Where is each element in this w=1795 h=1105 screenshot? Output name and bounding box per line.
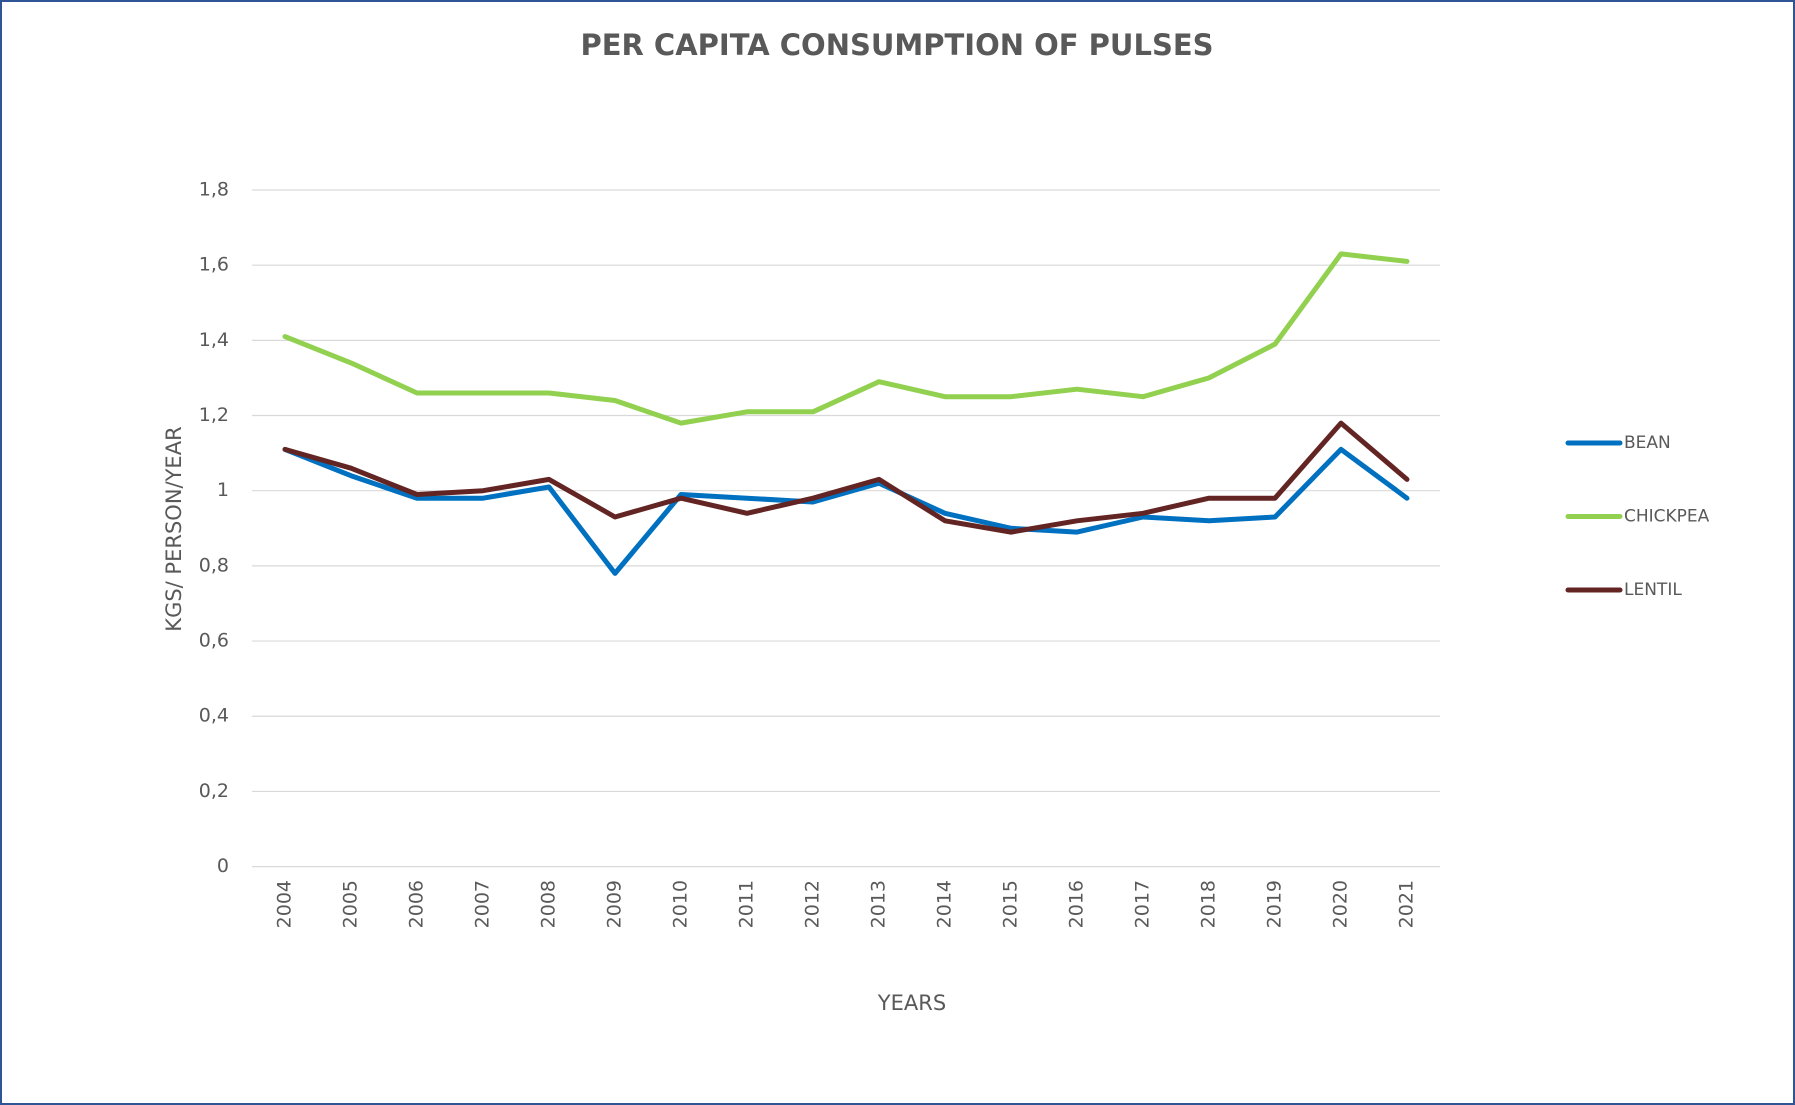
y-tick-label: 1,8 [199,179,229,201]
x-tick-label: 2014 [934,880,956,928]
legend-label: BEAN [1624,433,1671,453]
chart-title: PER CAPITA CONSUMPTION OF PULSES [580,28,1213,62]
x-axis-title: YEARS [877,991,946,1015]
x-tick-label: 2016 [1066,880,1088,928]
y-tick-label: 1,4 [199,329,229,351]
y-tick-label: 1,6 [199,254,229,276]
series-line [282,420,1410,535]
y-tick-label: 1 [217,479,229,501]
x-tick-label: 2021 [1396,880,1418,928]
legend-label: CHICKPEA [1624,507,1710,527]
y-tick-label: 0,4 [199,705,229,727]
series-line [282,446,1410,576]
x-tick-label: 2015 [1000,880,1022,928]
x-tick-label: 2004 [274,880,296,928]
y-tick-label: 0 [217,855,229,877]
x-tick-label: 2006 [406,880,428,928]
x-tick-label: 2008 [538,880,560,928]
x-tick-label: 2011 [736,880,758,928]
x-tick-label: 2017 [1132,880,1154,928]
y-tick-label: 0,2 [199,780,229,802]
x-tick-label: 2019 [1264,880,1286,928]
x-tick-label: 2020 [1330,880,1352,928]
x-tick-label: 2007 [472,880,494,928]
legend-label: LENTIL [1624,580,1682,600]
x-tick-label: 2012 [802,880,824,928]
x-tick-label: 2010 [670,880,692,928]
y-axis-title: KGS/ PERSON/YEAR [162,426,186,631]
y-tick-label: 0,8 [199,554,229,576]
y-tick-label: 1,2 [199,404,229,426]
x-tick-label: 2013 [868,880,890,928]
x-tick-label: 2018 [1198,880,1220,928]
y-tick-label: 0,6 [199,630,229,652]
series-line [282,251,1410,426]
x-tick-label: 2009 [604,880,626,928]
x-tick-label: 2005 [340,880,362,928]
